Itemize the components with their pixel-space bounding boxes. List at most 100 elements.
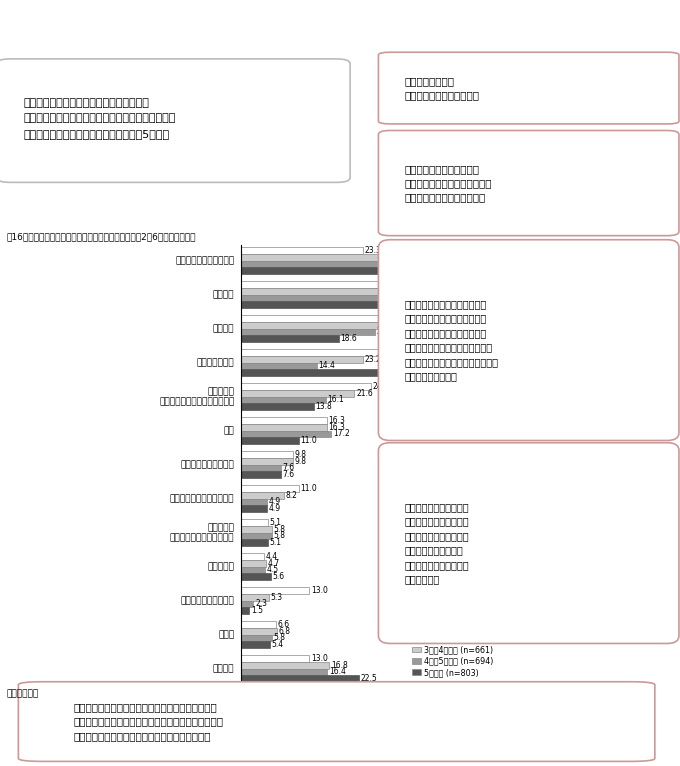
Text: 32.4: 32.4: [413, 253, 430, 262]
Text: 13.0: 13.0: [311, 654, 328, 663]
Text: ご飯を食べられなかった
ときに、心配して果物や
デザートなどをもらえた
経験があるとご飯を食
べずに甘いものを欲しが
ってしまう。: ご飯を食べられなかった ときに、心配して果物や デザートなどをもらえた 経験があ…: [405, 502, 469, 584]
Bar: [241, 247, 363, 254]
Bar: [241, 505, 267, 512]
Bar: [241, 675, 359, 682]
Text: 27.1: 27.1: [385, 321, 402, 330]
Bar: [241, 539, 268, 545]
Bar: [241, 397, 326, 403]
Text: 5.4: 5.4: [271, 640, 284, 649]
Text: 4.7: 4.7: [267, 558, 279, 568]
Text: 23.3: 23.3: [365, 246, 382, 255]
Text: 16.3: 16.3: [328, 423, 345, 432]
Bar: [241, 369, 460, 375]
Text: 13.8: 13.8: [316, 402, 332, 411]
Text: 16.4: 16.4: [329, 667, 345, 676]
Text: 5.1: 5.1: [270, 538, 282, 547]
Bar: [241, 471, 282, 478]
Text: 25.5: 25.5: [377, 327, 393, 336]
Bar: [241, 669, 327, 675]
Text: 28.5: 28.5: [392, 300, 409, 309]
Bar: [241, 322, 384, 329]
FancyBboxPatch shape: [0, 59, 350, 182]
Bar: [241, 532, 272, 539]
Text: 30.8: 30.8: [404, 286, 421, 296]
Bar: [241, 573, 271, 580]
Text: 32.9: 32.9: [415, 293, 432, 303]
Bar: [241, 567, 265, 573]
Bar: [241, 335, 339, 342]
Text: 6.8: 6.8: [279, 627, 290, 636]
Text: 8.2: 8.2: [286, 491, 298, 499]
Bar: [241, 349, 385, 356]
Text: 17.2: 17.2: [333, 429, 350, 438]
Text: 小食でも、色々な料理が食べられていれば大丈夫。
体重が増えているかで確認。体重の伸びが悪いときは
栄養が不足している可能性があり、注意が必要。: 小食でも、色々な料理が食べられていれば大丈夫。 体重が増えているかで確認。体重の…: [73, 702, 224, 741]
Bar: [241, 417, 327, 424]
Bar: [241, 437, 299, 444]
Bar: [241, 526, 272, 532]
Bar: [241, 356, 363, 362]
Bar: [241, 499, 267, 505]
Text: 5.1: 5.1: [270, 519, 282, 527]
Text: 37.3: 37.3: [439, 266, 456, 275]
FancyBboxPatch shape: [18, 682, 655, 761]
Text: 21.6: 21.6: [356, 389, 373, 398]
Bar: [241, 560, 266, 567]
FancyBboxPatch shape: [378, 130, 679, 236]
Bar: [241, 424, 327, 430]
Text: 5.6: 5.6: [272, 572, 284, 581]
Bar: [241, 641, 270, 647]
Bar: [241, 329, 375, 335]
Bar: [241, 588, 309, 594]
Text: 13.0: 13.0: [311, 586, 328, 595]
Bar: [241, 621, 276, 628]
Bar: [241, 281, 409, 288]
Text: 11.0: 11.0: [301, 484, 318, 493]
Bar: [241, 519, 268, 526]
Text: 食感や味が苦手で
食べられないものがある。: 食感や味が苦手で 食べられないものがある。: [405, 76, 479, 100]
Text: 24.8: 24.8: [373, 382, 390, 391]
Text: 16.1: 16.1: [327, 395, 344, 404]
Bar: [241, 601, 254, 607]
Legend: 2歳〜3歳未満 (n=455), 3歳〜4歳未満 (n=661), 4歳〜5歳未満 (n=694), 5歳以上 (n=803): 2歳〜3歳未満 (n=455), 3歳〜4歳未満 (n=661), 4歳〜5歳未…: [411, 634, 494, 677]
Bar: [241, 384, 371, 390]
Text: 41.8: 41.8: [462, 368, 479, 377]
Text: 7.6: 7.6: [283, 470, 295, 479]
Text: 5.8: 5.8: [273, 633, 286, 643]
Bar: [241, 403, 313, 410]
Bar: [241, 662, 329, 669]
Bar: [241, 288, 403, 295]
Text: 4.9: 4.9: [269, 504, 281, 513]
FancyBboxPatch shape: [378, 240, 679, 440]
Text: 33.4: 33.4: [418, 314, 435, 323]
Bar: [241, 464, 282, 471]
Bar: [241, 301, 390, 308]
Text: 16.3: 16.3: [328, 416, 345, 425]
Text: 5.8: 5.8: [273, 532, 286, 540]
Text: 34.6: 34.6: [424, 260, 442, 268]
Bar: [241, 316, 416, 322]
Bar: [241, 634, 272, 641]
Text: 32.1: 32.1: [411, 280, 428, 290]
Bar: [241, 260, 422, 267]
Text: 27.4: 27.4: [386, 349, 403, 357]
Text: 5.3: 5.3: [271, 593, 283, 602]
Bar: [241, 295, 413, 301]
Bar: [241, 492, 284, 499]
FancyBboxPatch shape: [378, 52, 679, 124]
Text: 運動量などから食べる量が
日によって違い、ムラが出る。
体重が増えているかで確認。: 運動量などから食べる量が 日によって違い、ムラが出る。 体重が増えているかで確認…: [405, 164, 492, 202]
Text: 6.6: 6.6: [277, 620, 290, 629]
Bar: [241, 607, 250, 614]
Text: 5.8: 5.8: [273, 525, 286, 534]
Text: 16.8: 16.8: [331, 661, 347, 669]
Bar: [241, 458, 292, 464]
Text: 23.2: 23.2: [364, 355, 381, 364]
Bar: [241, 430, 331, 437]
Bar: [241, 362, 317, 369]
Text: 18.6: 18.6: [341, 334, 357, 343]
Text: 2.3: 2.3: [255, 599, 267, 608]
Bar: [241, 486, 299, 492]
Text: 自分で食べるようになると時間がかかる。
４歳頃まで、気になることがあると、手が止まる。
おしゃべりしながらでも食べられるのは5歳頃〜: 自分で食べるようになると時間がかかる。 ４歳頃まで、気になることがあると、手が止…: [24, 98, 176, 139]
Text: 4.9: 4.9: [269, 497, 281, 506]
Bar: [241, 451, 292, 458]
Text: 4.4: 4.4: [266, 552, 278, 561]
